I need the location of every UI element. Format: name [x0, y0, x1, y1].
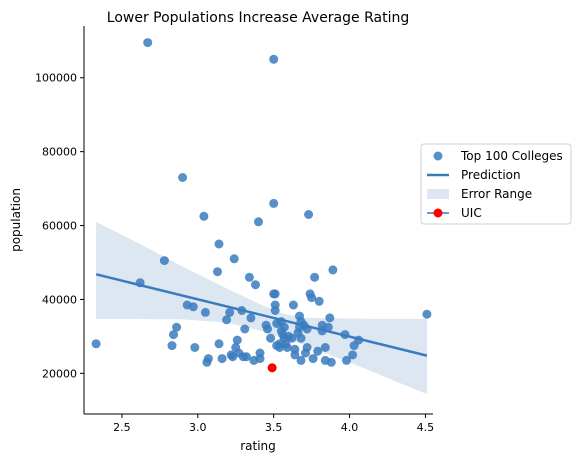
x-axis-ticks: 2.5 3.0 3.5 4.0 4.5 — [113, 414, 434, 434]
data-point — [232, 335, 242, 345]
data-point — [159, 256, 169, 266]
legend-label: Error Range — [461, 187, 532, 201]
data-point — [296, 333, 306, 343]
data-point — [167, 341, 177, 351]
uic-point — [267, 363, 277, 373]
data-points-layer — [91, 38, 432, 367]
data-point — [203, 354, 213, 364]
axes — [83, 26, 433, 415]
data-point — [91, 339, 101, 349]
data-point — [214, 239, 224, 249]
data-point — [422, 309, 432, 319]
data-point — [308, 354, 318, 364]
data-point — [270, 306, 280, 315]
legend-label: Prediction — [461, 168, 521, 182]
data-point — [143, 38, 153, 48]
x-tick-label: 4.5 — [417, 421, 435, 434]
data-point — [222, 315, 232, 325]
data-point — [190, 343, 200, 352]
data-point — [325, 313, 335, 323]
data-point — [169, 330, 178, 340]
data-point — [178, 173, 188, 182]
data-point — [269, 54, 279, 64]
data-point — [246, 313, 256, 323]
x-tick-label: 3.0 — [189, 421, 207, 434]
data-point — [326, 357, 336, 367]
legend-label: Top 100 Colleges — [460, 149, 563, 163]
data-point — [266, 333, 276, 343]
data-point — [270, 289, 280, 299]
data-point — [241, 352, 251, 362]
data-point — [255, 354, 265, 364]
data-point — [302, 343, 312, 352]
data-point — [342, 355, 351, 365]
data-point — [199, 211, 209, 221]
x-tick-label: 2.5 — [113, 421, 131, 434]
legend-patch-error-range — [427, 189, 449, 199]
data-point — [172, 322, 182, 332]
data-point — [310, 272, 320, 282]
legend-marker-uic — [433, 208, 443, 218]
error-range-band — [96, 221, 427, 394]
legend-label: UIC — [461, 206, 482, 220]
data-point — [251, 280, 260, 290]
chart-legend: Top 100 Colleges Prediction Error Range UIC — [420, 143, 572, 225]
data-point — [214, 339, 224, 349]
data-point — [304, 210, 314, 219]
data-point — [244, 272, 254, 282]
data-point — [200, 307, 210, 317]
data-point — [290, 344, 300, 354]
data-point — [282, 343, 292, 352]
y-tick-label: 60000 — [42, 220, 77, 233]
x-axis-label: rating — [240, 439, 276, 453]
data-point — [314, 296, 324, 306]
data-point — [263, 324, 273, 334]
prediction-line-layer — [95, 273, 428, 357]
data-point — [225, 307, 235, 317]
y-tick-label: 100000 — [35, 72, 77, 85]
legend-box — [420, 143, 572, 225]
data-point — [287, 333, 297, 343]
data-point — [229, 254, 239, 264]
data-point — [320, 343, 330, 352]
data-point — [213, 267, 222, 277]
uic-point-layer — [267, 363, 277, 373]
x-tick-label: 4.0 — [341, 421, 359, 434]
data-point — [348, 350, 358, 360]
y-tick-label: 40000 — [42, 293, 77, 306]
data-point — [279, 322, 289, 332]
error-range-layer — [96, 221, 427, 394]
data-point — [323, 322, 333, 332]
data-point — [269, 198, 279, 208]
y-axis-ticks: 20000 40000 60000 80000 100000 — [35, 72, 84, 380]
y-tick-label: 80000 — [42, 146, 77, 159]
data-point — [254, 217, 263, 227]
chart-title: Lower Populations Increase Average Ratin… — [107, 10, 409, 26]
data-point — [296, 355, 306, 365]
data-point — [288, 300, 298, 310]
y-tick-label: 20000 — [42, 367, 77, 380]
prediction-line — [95, 273, 428, 357]
data-point — [188, 302, 198, 312]
data-point — [313, 346, 323, 356]
y-axis-label: population — [9, 188, 23, 252]
data-point — [307, 293, 317, 303]
legend-marker-colleges — [433, 151, 443, 161]
data-point — [328, 265, 338, 275]
data-point — [217, 354, 227, 364]
data-point — [240, 324, 250, 334]
x-tick-label: 3.5 — [265, 421, 283, 434]
